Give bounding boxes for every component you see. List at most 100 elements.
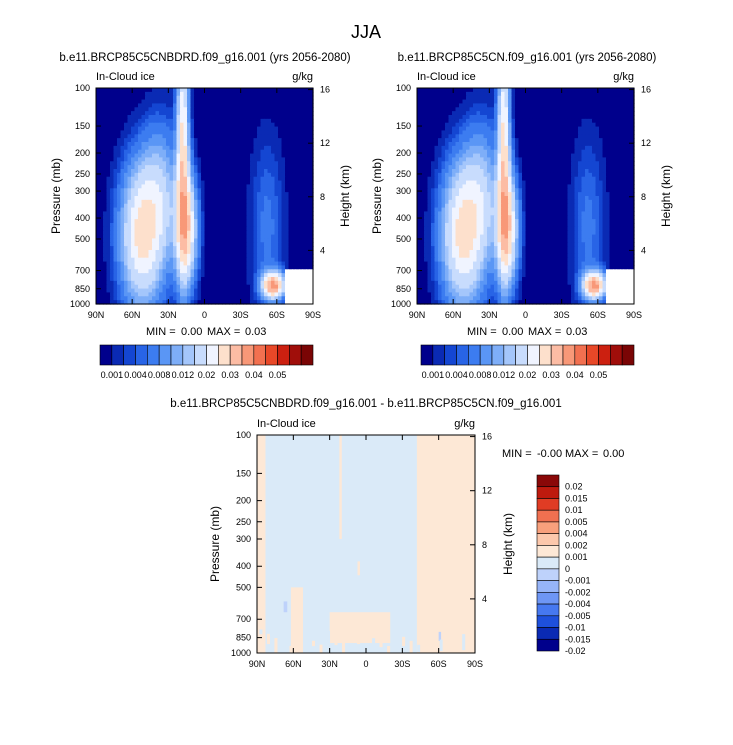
heatmap-cell (424, 149, 429, 155)
heatmap-cell (166, 115, 171, 120)
heatmap-cell (103, 280, 108, 286)
heatmap-cell (466, 111, 471, 116)
heatmap-cell (250, 246, 255, 251)
heatmap-cell (274, 226, 279, 232)
heatmap-cell (215, 226, 220, 232)
colorbar-label: 0.03 (221, 370, 239, 380)
heatmap-cell (487, 126, 492, 132)
heatmap-cell (229, 184, 234, 189)
heatmap-cell (497, 165, 502, 170)
heatmap-cell (218, 188, 223, 193)
heatmap-cell (232, 211, 237, 216)
heatmap-cell (487, 122, 492, 128)
heatmap-cell (424, 176, 429, 182)
heatmap-cell (152, 207, 157, 213)
heatmap-cell (225, 149, 230, 155)
heatmap-cell (106, 238, 111, 243)
heatmap-cell (281, 196, 286, 201)
heatmap-cell (518, 153, 523, 159)
heatmap-cell (148, 172, 153, 178)
heatmap-cell (103, 273, 108, 278)
panel-left-axes: 90N 60N 30N 0 30S 60S 90S100150200250300400500… (70, 83, 330, 320)
heatmap-cell (271, 184, 276, 189)
heatmap-cell (225, 180, 230, 186)
heatmap-cell (229, 99, 234, 105)
heatmap-cell (553, 161, 558, 166)
heatmap-cell (462, 169, 467, 174)
heatmap-cell (141, 107, 146, 112)
heatmap-cell (141, 134, 146, 139)
heatmap-cell (253, 188, 258, 193)
heatmap-cell (623, 130, 628, 135)
heatmap-cell (438, 161, 443, 166)
heatmap-cell (204, 138, 209, 143)
heatmap-cell (299, 134, 304, 139)
heatmap-cell (166, 157, 171, 162)
heatmap-cell (222, 192, 227, 197)
heatmap-cell (592, 118, 597, 124)
heatmap-cell (480, 149, 485, 155)
heatmap-cell (281, 296, 286, 301)
heatmap-cell (264, 253, 269, 259)
heatmap-cell (197, 242, 202, 247)
heatmap-cell (155, 250, 160, 255)
heatmap-cell (278, 196, 283, 201)
heatmap-cell (288, 115, 293, 120)
heatmap-cell (441, 95, 446, 101)
heatmap-cell (190, 169, 195, 174)
heatmap-cell (483, 172, 488, 178)
heatmap-cell (550, 103, 555, 108)
heatmap-cell (222, 99, 227, 105)
heatmap-cell (141, 203, 146, 209)
heatmap-cell (525, 107, 530, 112)
heatmap-cell (194, 99, 199, 105)
heatmap-cell (267, 199, 272, 205)
heatmap-cell (197, 111, 202, 116)
heatmap-cell (159, 265, 164, 270)
heatmap-cell (459, 95, 464, 101)
heatmap-cell (525, 122, 530, 128)
heatmap-cell (96, 107, 101, 112)
heatmap-cell (539, 115, 544, 120)
heatmap-cell (466, 103, 471, 108)
heatmap-cell (515, 161, 520, 166)
heatmap-cell (560, 157, 565, 162)
heatmap-cell (176, 215, 181, 220)
heatmap-cell (194, 215, 199, 220)
heatmap-cell (264, 230, 269, 236)
heatmap-cell (152, 165, 157, 170)
heatmap-cell (215, 157, 220, 162)
heatmap-cell (169, 176, 174, 182)
heatmap-cell (96, 277, 101, 282)
heatmap-cell (99, 199, 104, 205)
heatmap-cell (588, 142, 593, 147)
heatmap-cell (113, 292, 118, 297)
heatmap-cell (99, 215, 104, 220)
heatmap-cell (295, 273, 300, 278)
heatmap-cell (96, 265, 101, 270)
heatmap-cell (232, 134, 237, 139)
heatmap-cell (469, 165, 474, 170)
heatmap-cell (145, 111, 150, 116)
heatmap-cell (236, 103, 241, 108)
colorbar-box (135, 344, 148, 366)
heatmap-cell (166, 130, 171, 135)
heatmap-cell (288, 292, 293, 297)
heatmap-cell (145, 165, 150, 170)
heatmap-cell (159, 261, 164, 267)
heatmap-cell (180, 265, 185, 270)
heatmap-cell (183, 277, 188, 282)
heatmap-cell (560, 153, 565, 159)
heatmap-cell (173, 165, 178, 170)
heatmap-cell (211, 261, 216, 267)
heatmap-cell (162, 257, 167, 263)
heatmap-cell (511, 145, 516, 151)
heatmap-cell (176, 103, 181, 108)
heatmap-cell (222, 88, 227, 93)
heatmap-cell (271, 280, 276, 286)
heatmap-cell (99, 169, 104, 174)
heatmap-cell (264, 296, 269, 301)
heatmap-cell (124, 199, 129, 205)
heatmap-cell (152, 142, 157, 147)
heatmap-cell (571, 172, 576, 178)
